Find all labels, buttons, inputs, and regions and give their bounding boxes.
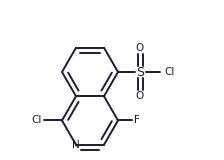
Text: Cl: Cl xyxy=(32,116,42,125)
Text: O: O xyxy=(136,91,144,101)
Text: F: F xyxy=(134,116,140,125)
Text: N: N xyxy=(72,140,80,150)
Text: O: O xyxy=(136,43,144,53)
Text: S: S xyxy=(136,65,144,79)
Text: Cl: Cl xyxy=(164,67,174,77)
